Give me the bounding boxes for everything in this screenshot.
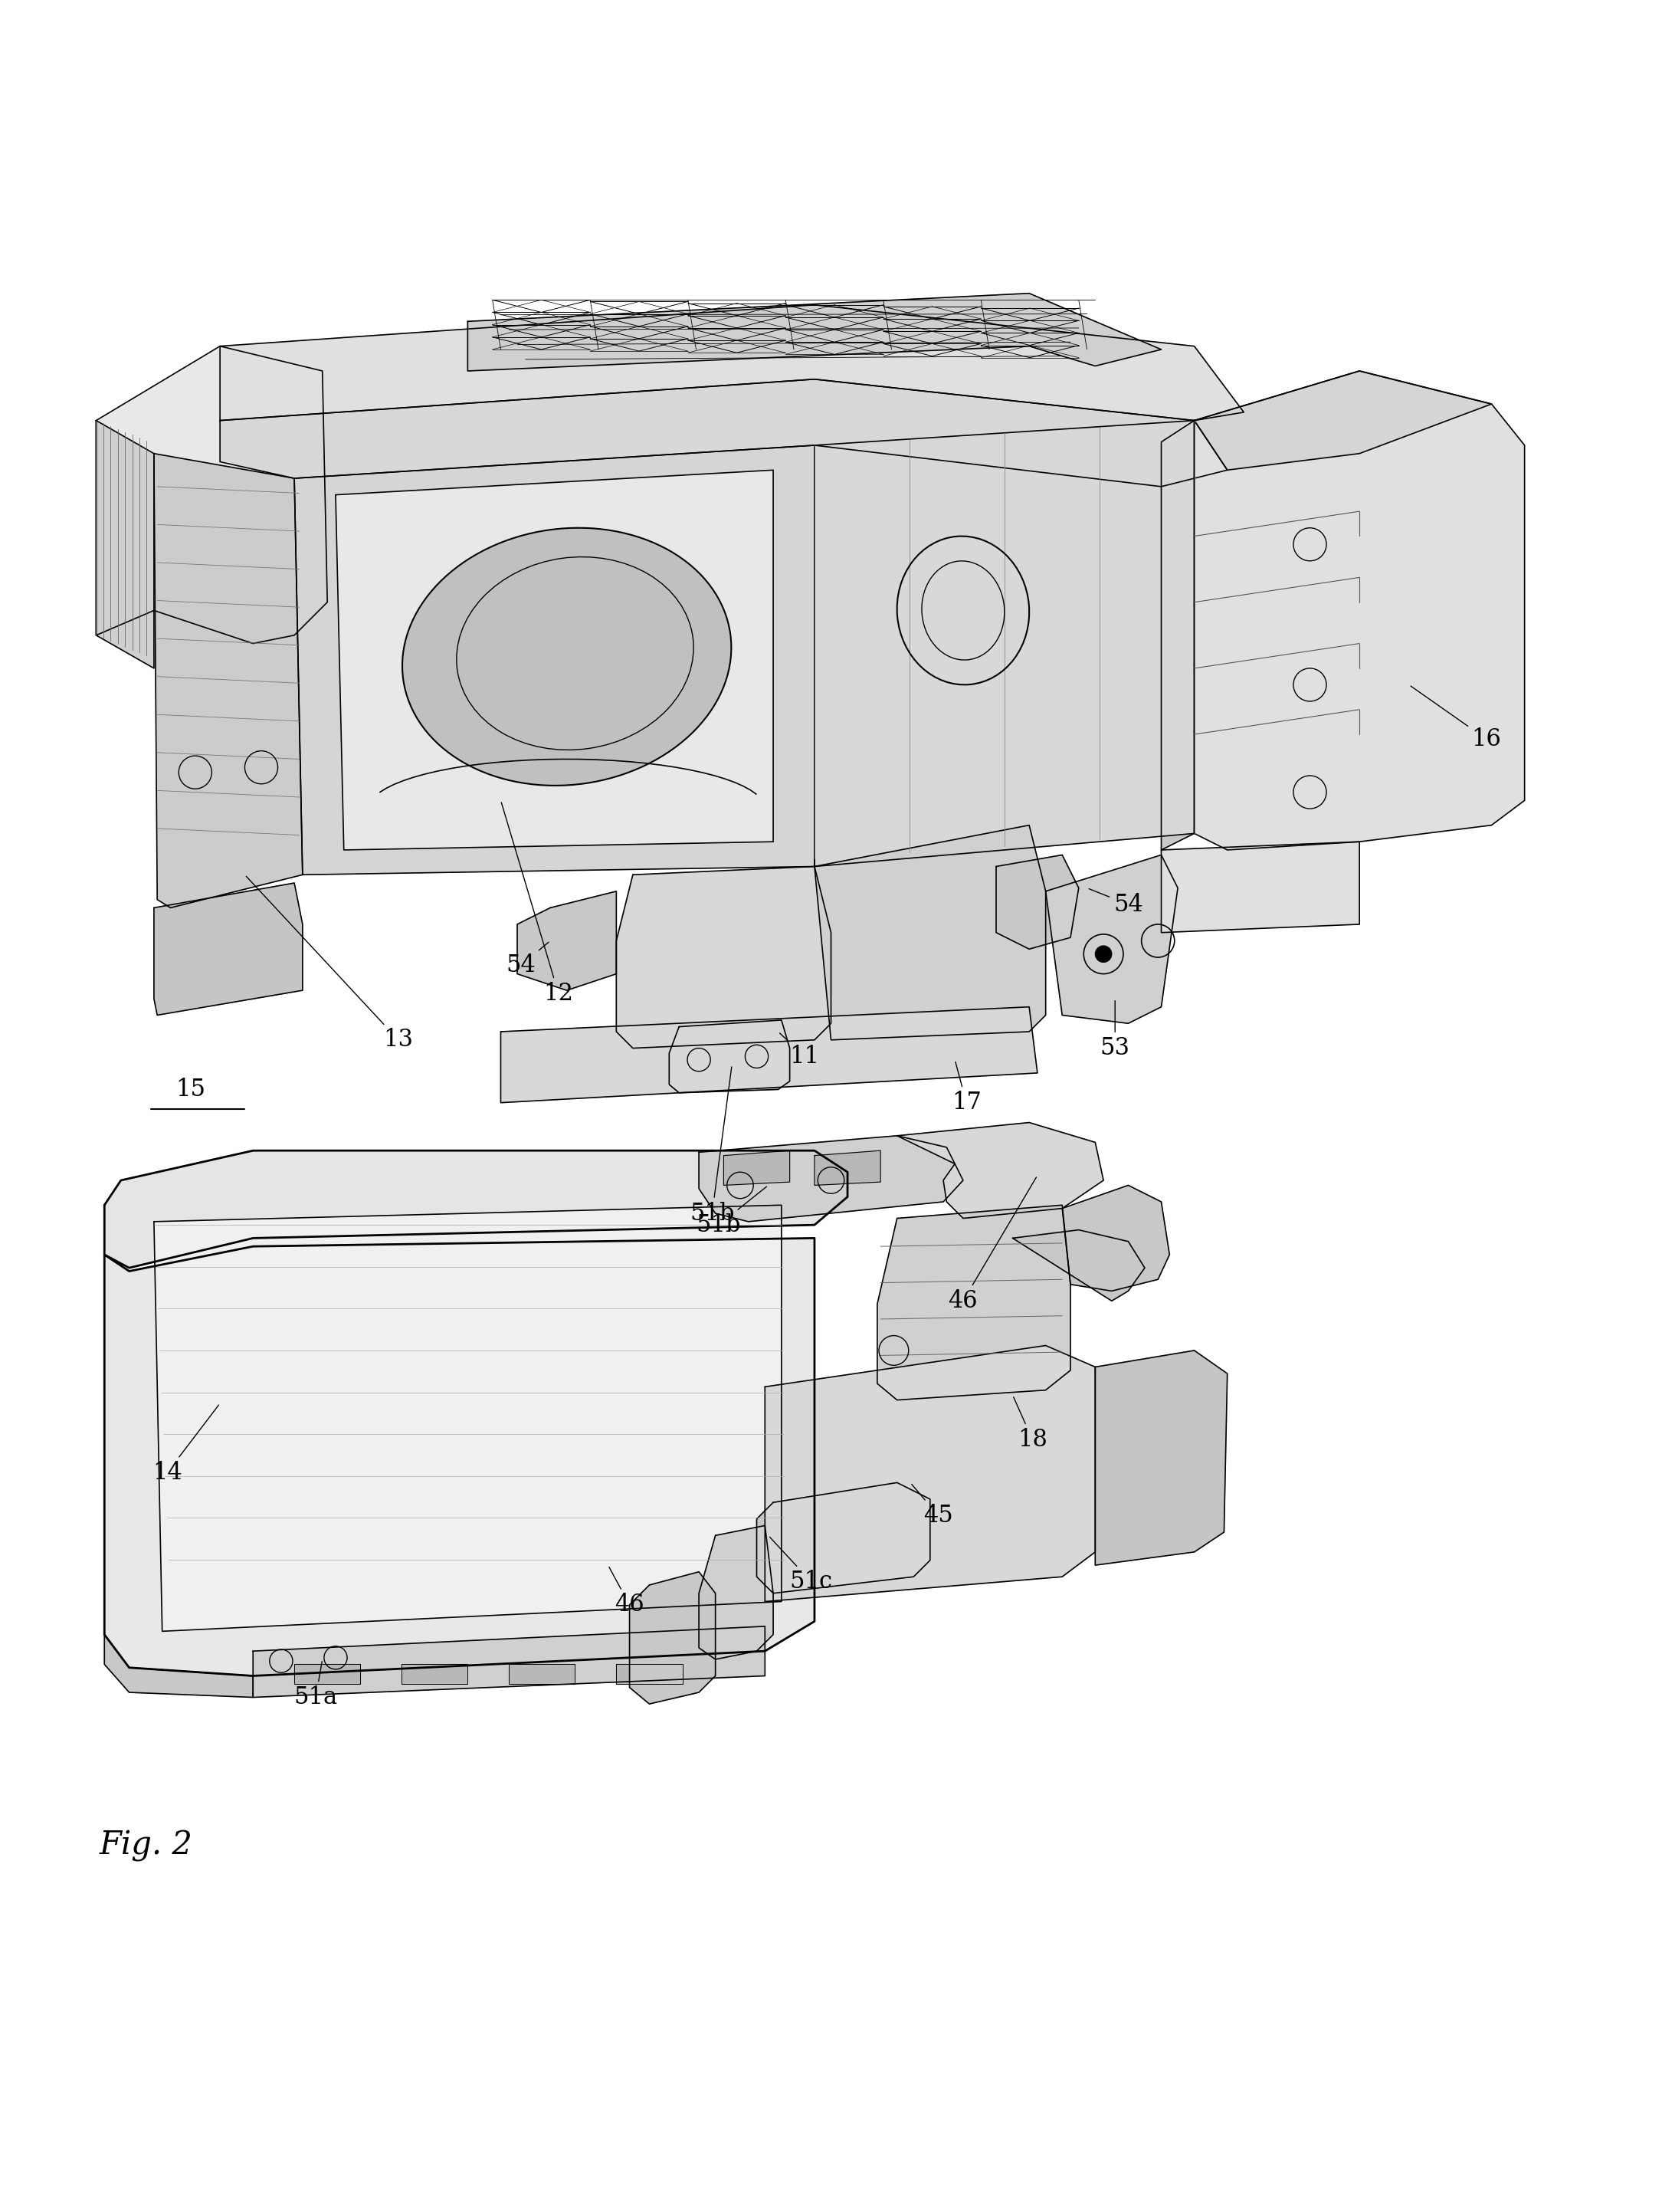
Text: 14: 14	[153, 1405, 219, 1484]
Polygon shape	[402, 1663, 467, 1683]
Polygon shape	[219, 378, 1227, 487]
Polygon shape	[336, 471, 773, 849]
Polygon shape	[878, 1206, 1070, 1400]
Polygon shape	[617, 1663, 683, 1683]
Polygon shape	[814, 825, 1045, 1040]
Polygon shape	[509, 1663, 575, 1683]
Polygon shape	[219, 305, 1243, 420]
Text: 18: 18	[1014, 1398, 1047, 1451]
Polygon shape	[253, 1626, 765, 1697]
Polygon shape	[155, 453, 302, 907]
Text: 51a: 51a	[294, 1661, 337, 1710]
Polygon shape	[1162, 843, 1360, 933]
Polygon shape	[105, 1150, 848, 1267]
Polygon shape	[1045, 854, 1178, 1024]
Text: 51b: 51b	[696, 1186, 766, 1237]
Text: 46: 46	[608, 1566, 645, 1617]
Text: 12: 12	[502, 803, 573, 1006]
Polygon shape	[765, 1345, 1095, 1601]
Polygon shape	[700, 1135, 962, 1221]
Polygon shape	[105, 1239, 814, 1677]
Text: 54: 54	[505, 942, 548, 978]
Polygon shape	[996, 854, 1079, 949]
Circle shape	[1095, 947, 1112, 962]
Polygon shape	[155, 1206, 781, 1630]
Polygon shape	[1195, 372, 1524, 849]
Ellipse shape	[402, 529, 731, 785]
Polygon shape	[723, 1150, 789, 1186]
Polygon shape	[105, 1635, 253, 1697]
Polygon shape	[294, 1663, 361, 1683]
Text: 13: 13	[246, 876, 414, 1053]
Polygon shape	[756, 1482, 931, 1593]
Polygon shape	[96, 420, 155, 668]
Text: 45: 45	[912, 1484, 954, 1528]
Text: 54: 54	[1089, 889, 1143, 916]
Polygon shape	[1095, 1352, 1227, 1566]
Text: 53: 53	[1100, 1000, 1130, 1060]
Text: 11: 11	[779, 1033, 819, 1068]
Polygon shape	[517, 891, 617, 991]
Polygon shape	[670, 1020, 789, 1093]
Polygon shape	[814, 1150, 881, 1186]
Text: 46: 46	[949, 1177, 1037, 1312]
Polygon shape	[467, 294, 1162, 372]
Text: 51c: 51c	[770, 1537, 833, 1593]
Text: 17: 17	[952, 1062, 981, 1115]
Polygon shape	[630, 1573, 715, 1703]
Polygon shape	[1062, 1186, 1170, 1292]
Polygon shape	[1195, 372, 1491, 471]
Polygon shape	[96, 345, 327, 644]
Polygon shape	[294, 445, 814, 874]
Polygon shape	[500, 1006, 1037, 1104]
Polygon shape	[700, 1526, 773, 1659]
Polygon shape	[155, 883, 302, 1015]
Polygon shape	[1162, 420, 1195, 849]
Polygon shape	[897, 1121, 1104, 1219]
Polygon shape	[617, 867, 831, 1048]
Polygon shape	[814, 420, 1195, 867]
Text: 51b: 51b	[690, 1066, 735, 1225]
Polygon shape	[1012, 1230, 1145, 1301]
Text: Fig. 2: Fig. 2	[100, 1829, 193, 1863]
Text: 15: 15	[175, 1077, 204, 1102]
Text: 16: 16	[1411, 686, 1501, 752]
